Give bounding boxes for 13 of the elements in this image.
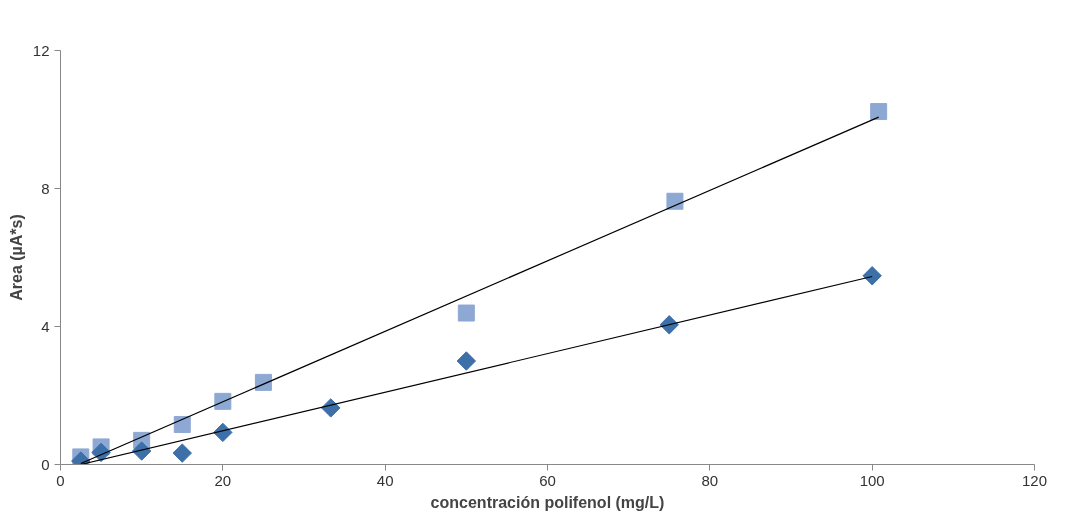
x-tick-label: 20 <box>214 471 232 489</box>
y-tick-label: 4 <box>41 317 50 335</box>
x-tick-label: 60 <box>539 471 556 489</box>
y-tick-label: 12 <box>32 41 50 59</box>
y-tick-label: 0 <box>41 455 50 473</box>
x-tick-label: 120 <box>1021 471 1048 489</box>
x-axis-title: concentración polifenol (mg/L) <box>430 493 665 511</box>
y-axis-title: Area (µA*s) <box>7 214 25 301</box>
x-tick-label: 40 <box>376 471 394 489</box>
x-tick-label: 100 <box>859 471 885 489</box>
y-tick-label: 8 <box>41 179 50 197</box>
x-tick-label: 80 <box>701 471 719 489</box>
x-tick-label: 0 <box>56 471 65 489</box>
